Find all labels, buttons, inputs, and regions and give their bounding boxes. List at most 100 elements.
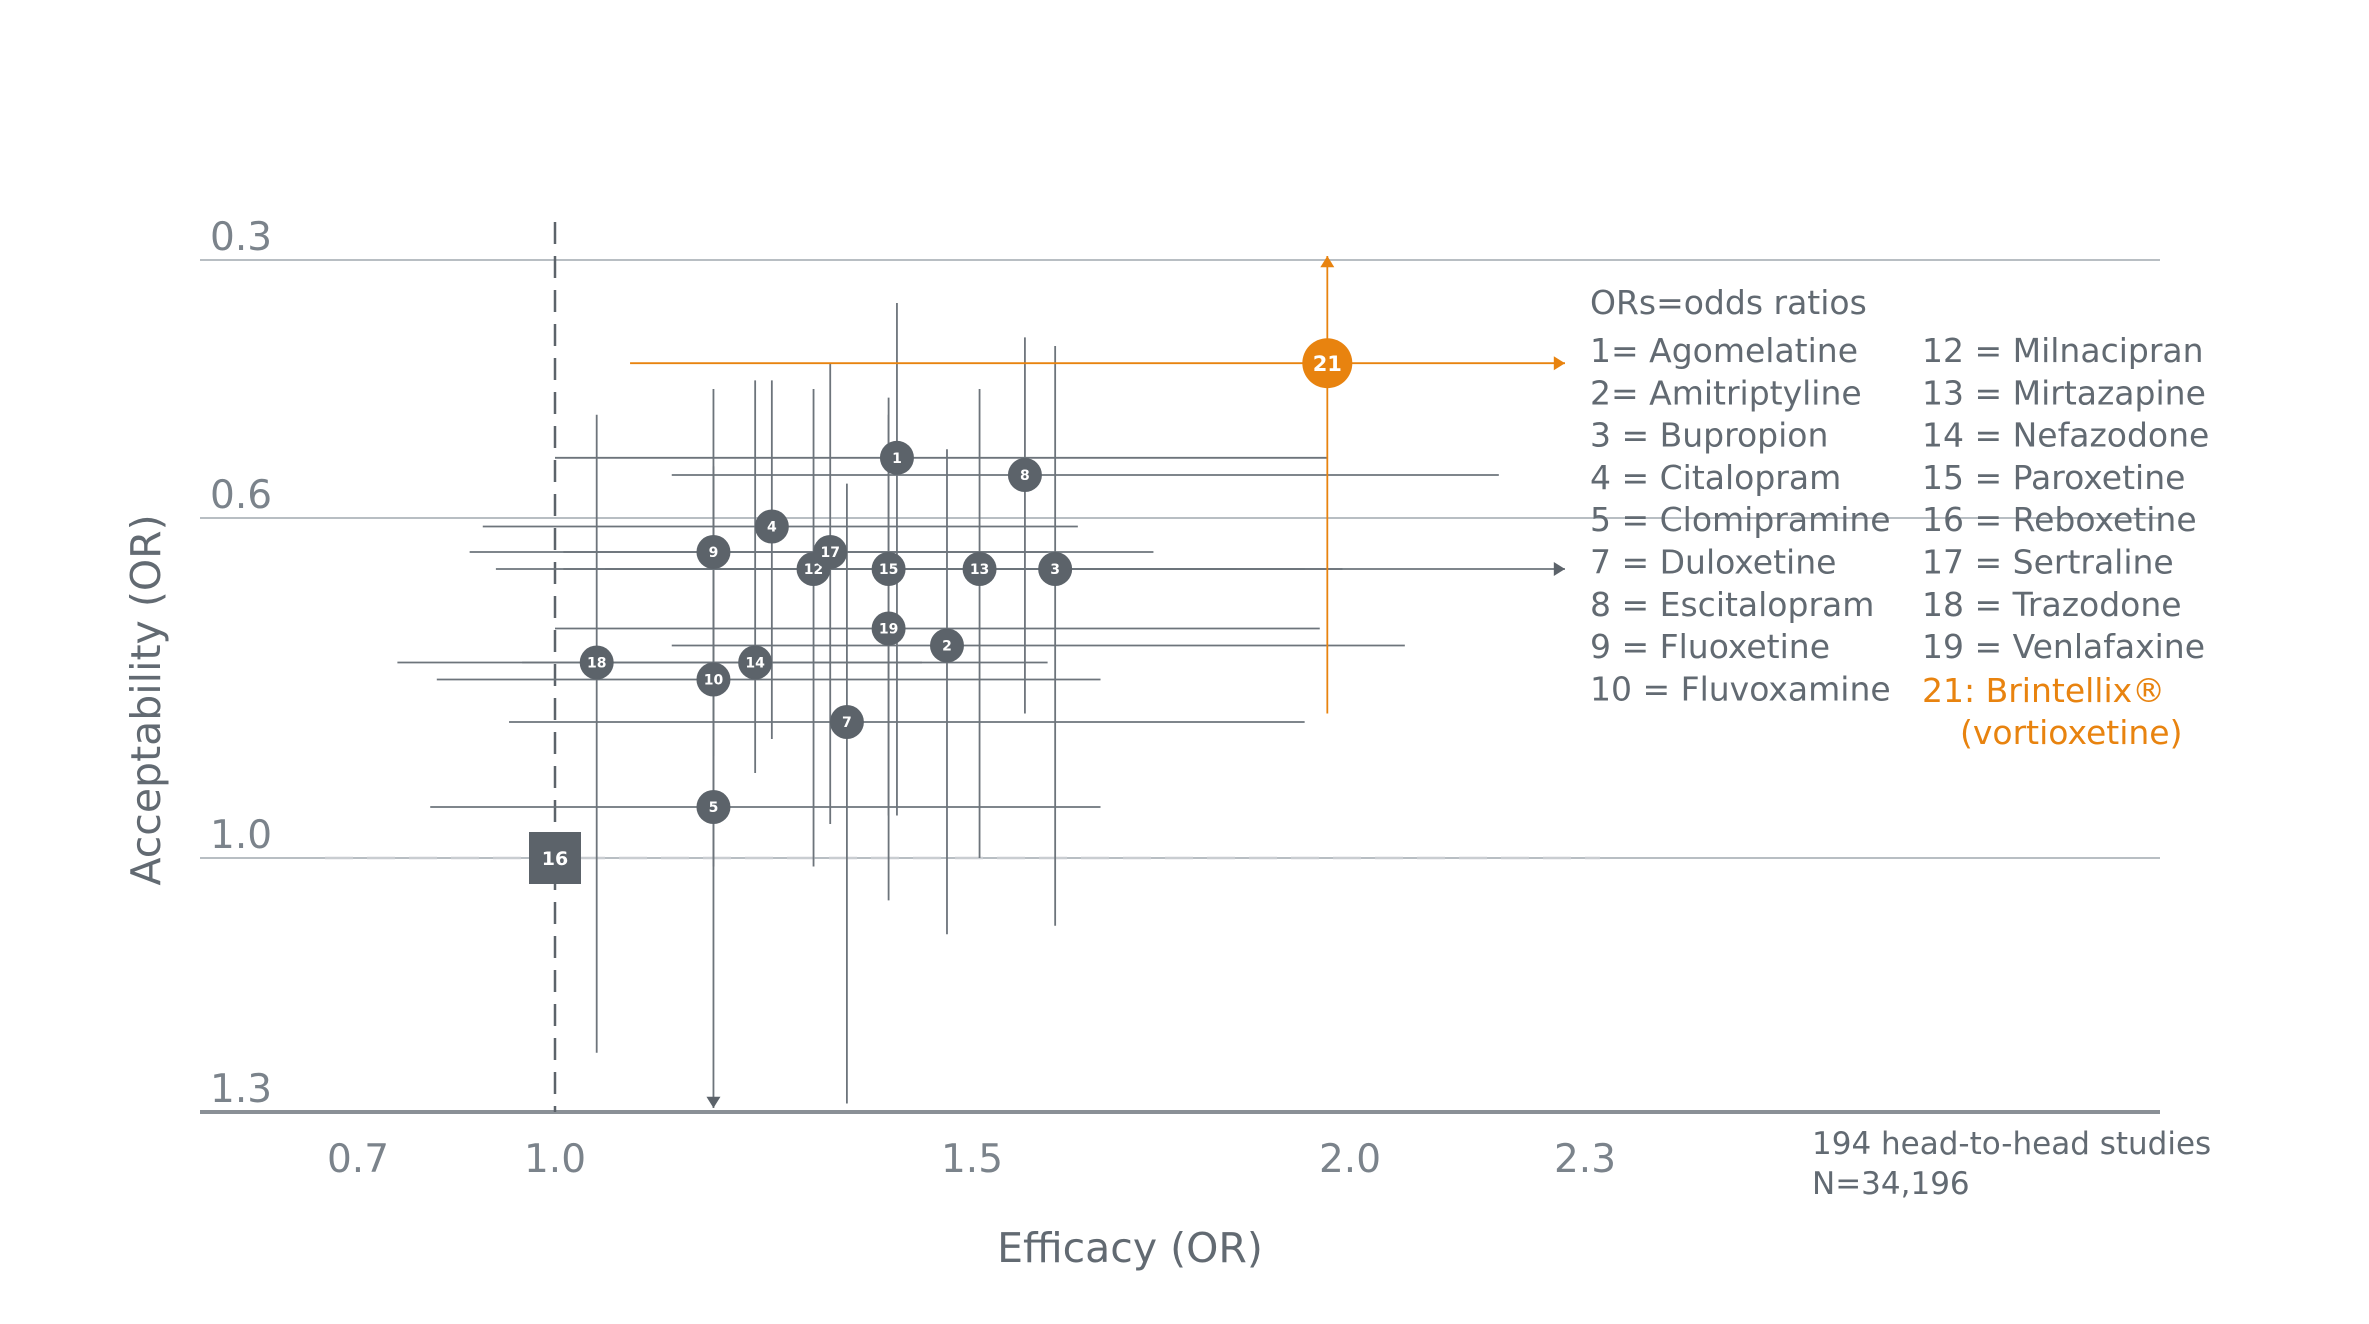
point-3: 3 xyxy=(1038,552,1073,586)
point-label-19: 19 xyxy=(879,622,898,638)
legend-item: 1= Agomelatine xyxy=(1590,331,1858,370)
point-label-7: 7 xyxy=(842,715,852,731)
point-2: 2 xyxy=(929,628,964,663)
legend-item: 3 = Bupropion xyxy=(1590,416,1828,455)
point-18: 18 xyxy=(579,645,614,680)
study-note: 194 head-to-head studies N=34,196 xyxy=(1812,1126,2211,1202)
legend-title: ORs=odds ratios xyxy=(1590,283,1867,322)
point-marker-10 xyxy=(696,662,731,697)
point-label-15: 15 xyxy=(879,562,898,578)
point-label-21: 21 xyxy=(1313,352,1342,376)
y-ci-arrow-5 xyxy=(706,1096,721,1108)
point-1: 1 xyxy=(879,440,914,475)
point-marker-7 xyxy=(829,705,864,739)
x-axis-title: Efficacy (OR) xyxy=(997,1224,1263,1272)
x-ci-arrow-21 xyxy=(1553,356,1565,371)
y-tick-label: 1.3 xyxy=(210,1067,272,1112)
sample-size: N=34,196 xyxy=(1812,1166,1970,1202)
point-14: 14 xyxy=(738,645,773,680)
legend-item: 16 = Reboxetine xyxy=(1922,500,2197,539)
x-tick-label: 2.3 xyxy=(1554,1137,1616,1182)
point-16: 16 xyxy=(529,832,581,884)
point-label-14: 14 xyxy=(745,656,765,672)
point-marker-8 xyxy=(1007,458,1042,492)
point-label-10: 10 xyxy=(704,673,724,689)
point-label-18: 18 xyxy=(587,656,606,672)
x-tick-label: 1.0 xyxy=(524,1137,586,1182)
point-label-8: 8 xyxy=(1020,468,1030,484)
y-tick-label: 0.6 xyxy=(210,473,272,518)
point-marker-18 xyxy=(579,645,614,680)
y-ci-arrow-21 xyxy=(1320,256,1335,268)
legend-item: 18 = Trazodone xyxy=(1922,585,2182,624)
point-marker-1 xyxy=(879,440,914,475)
point-13: 13 xyxy=(962,552,997,586)
point-marker-15 xyxy=(871,552,906,586)
confidence-intervals xyxy=(397,256,1565,1108)
point-17: 17 xyxy=(813,535,848,569)
point-label-9: 9 xyxy=(709,545,719,561)
legend-item: 10 = Fluvoxamine xyxy=(1590,669,1891,708)
point-5: 5 xyxy=(696,790,731,824)
point-marker-16 xyxy=(529,832,581,884)
legend-item: 5 = Clomipramine xyxy=(1590,500,1891,539)
point-marker-14 xyxy=(738,645,773,680)
point-marker-19 xyxy=(871,611,906,646)
legend-item: 15 = Paroxetine xyxy=(1922,458,2185,497)
point-21: 21 xyxy=(1302,338,1353,389)
y-tick-label: 0.3 xyxy=(210,215,272,260)
point-4: 4 xyxy=(754,509,789,544)
legend-item: 8 = Escitalopram xyxy=(1590,585,1874,624)
point-marker-13 xyxy=(962,552,997,586)
y-axis-title: Acceptability (OR) xyxy=(122,514,170,885)
point-label-17: 17 xyxy=(820,545,839,561)
point-marker-4 xyxy=(754,509,789,544)
point-label-16: 16 xyxy=(542,848,568,870)
legend-item: 7 = Duloxetine xyxy=(1590,543,1836,582)
point-7: 7 xyxy=(829,705,864,739)
x-tick-label: 2.0 xyxy=(1319,1137,1381,1182)
legend-item: 4 = Citalopram xyxy=(1590,458,1841,497)
x-axis-ticks: 0.7 1.0 1.5 2.0 2.3 xyxy=(327,1137,1616,1182)
point-marker-17 xyxy=(813,535,848,569)
x-tick-label: 1.5 xyxy=(941,1137,1003,1182)
legend-item: 14 = Nefazodone xyxy=(1922,416,2209,455)
x-tick-label: 0.7 xyxy=(327,1137,389,1182)
legend-highlight-name: 21: Brintellix® xyxy=(1922,671,2165,710)
y-tick-label: 1.0 xyxy=(210,813,272,858)
point-label-12: 12 xyxy=(804,562,823,578)
point-marker-9 xyxy=(696,535,731,569)
point-19: 19 xyxy=(871,611,906,646)
legend-item: 19 = Venlafaxine xyxy=(1922,627,2205,666)
legend-item: 12 = Milnacipran xyxy=(1922,331,2204,370)
study-count: 194 head-to-head studies xyxy=(1812,1126,2211,1162)
point-marker-5 xyxy=(696,790,731,824)
point-label-1: 1 xyxy=(892,451,902,467)
point-marker-2 xyxy=(929,628,964,663)
legend-item: 17 = Sertraline xyxy=(1922,543,2174,582)
y-axis-ticks: 0.3 0.6 1.0 1.3 xyxy=(210,215,272,1112)
legend-highlight-generic: (vortioxetine) xyxy=(1960,713,2182,752)
x-ci-arrow-3 xyxy=(1553,562,1565,576)
point-label-4: 4 xyxy=(767,520,777,536)
point-marker-21 xyxy=(1302,338,1353,389)
point-10: 10 xyxy=(696,662,731,697)
point-label-3: 3 xyxy=(1050,562,1060,578)
point-label-5: 5 xyxy=(709,800,719,816)
point-8: 8 xyxy=(1007,458,1042,492)
legend-item: 13 = Mirtazapine xyxy=(1922,373,2206,412)
point-label-13: 13 xyxy=(970,562,989,578)
legend-item: 9 = Fluoxetine xyxy=(1590,627,1830,666)
point-15: 15 xyxy=(871,552,906,586)
point-label-2: 2 xyxy=(942,639,952,655)
point-9: 9 xyxy=(696,535,731,569)
point-marker-3 xyxy=(1038,552,1073,586)
gridlines xyxy=(200,222,2160,1114)
legend-item: 2= Amitriptyline xyxy=(1590,373,1862,412)
